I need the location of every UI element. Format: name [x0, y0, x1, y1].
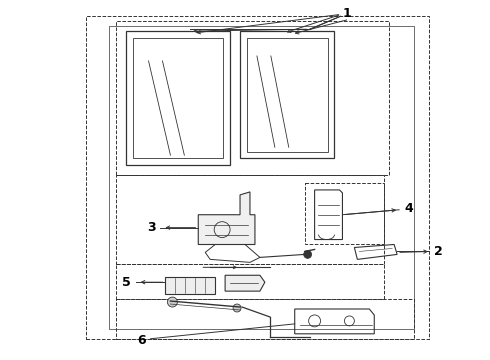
Text: 5: 5 [122, 276, 131, 289]
Text: 2: 2 [434, 245, 442, 258]
Text: 3: 3 [147, 221, 155, 234]
Polygon shape [198, 192, 255, 244]
Text: 6: 6 [137, 334, 146, 347]
Circle shape [233, 304, 241, 312]
Circle shape [168, 297, 177, 307]
Text: 1: 1 [343, 7, 352, 20]
Text: 4: 4 [404, 202, 413, 215]
Polygon shape [166, 277, 215, 294]
Circle shape [304, 251, 312, 258]
Polygon shape [225, 275, 265, 291]
